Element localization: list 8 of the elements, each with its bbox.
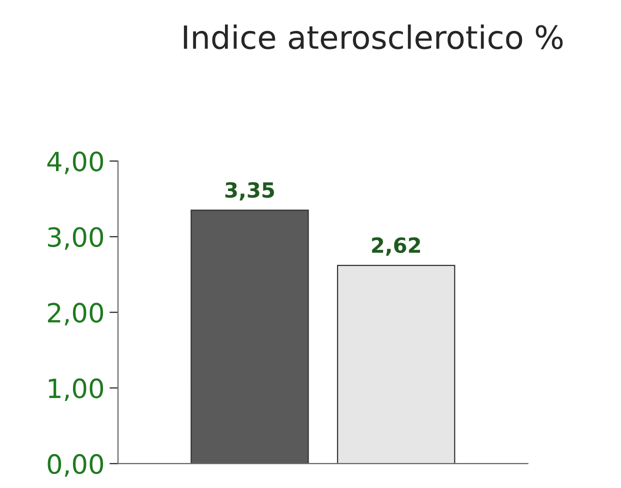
y-tick-label: 3,00 [48, 227, 104, 250]
data-label: 2,62 [372, 237, 420, 256]
y-tick-label: 0,00 [48, 454, 104, 477]
chart-title: Indice aterosclerotico % [184, 24, 563, 50]
y-tick-label: 4,00 [47, 151, 104, 174]
y-tick-label: 1,00 [48, 378, 104, 402]
data-label: 3,35 [225, 182, 274, 200]
y-tick-label: 2,00 [48, 302, 104, 326]
